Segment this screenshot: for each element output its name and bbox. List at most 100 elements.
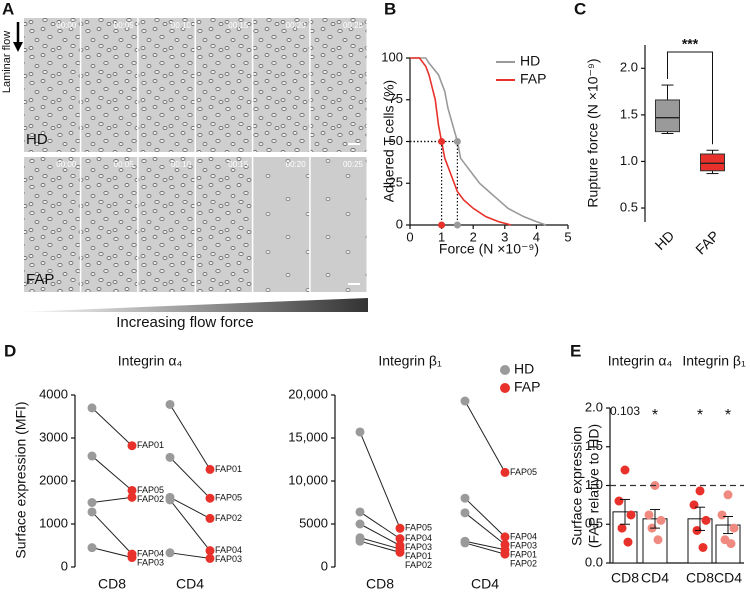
micrograph-tile (253, 18, 310, 152)
x-tick-label: 5 (564, 229, 571, 244)
axis-label: Surface expression (569, 426, 585, 546)
subplot-title: Integrin α₄ (118, 353, 183, 369)
timestamp: 00:00 (56, 21, 77, 30)
fap-point (500, 532, 510, 542)
y-tick-label: 1.5 (585, 438, 603, 453)
sample-label: FAP04 (215, 545, 242, 555)
pair-line (169, 404, 211, 470)
pair-line (464, 540, 506, 551)
median-point (453, 138, 461, 145)
micrograph-tile (24, 18, 80, 152)
median-point (438, 138, 446, 145)
sample-point (723, 490, 733, 500)
hd-point (165, 548, 175, 558)
sample-label: FAP05 (215, 493, 242, 503)
fap-point (205, 464, 215, 474)
hd-point (165, 452, 175, 462)
x-tick-label: 3 (501, 229, 508, 244)
y-tick-label: 0 (396, 216, 403, 231)
timestamp: 00:05 (114, 21, 135, 30)
sample-point (626, 510, 636, 520)
sample-label: FAP01 (137, 440, 164, 450)
flow-label: Laminar flow (1, 31, 13, 93)
hd-point (355, 536, 365, 546)
axis-label: Adhered T cells (%) (381, 80, 397, 202)
x-tick-label: 2 (470, 229, 477, 244)
y-tick-label: 4000 (39, 386, 68, 401)
x-tick-label: CD4 (714, 570, 742, 586)
row-label: HD (26, 131, 48, 148)
survival-curve (410, 57, 547, 226)
fap-point (127, 553, 137, 563)
sample-label: FAP03 (137, 557, 164, 567)
timestamp: 00:10 (171, 160, 192, 169)
sample-label: FAP03 (510, 540, 537, 550)
sample-label: FAP05 (510, 467, 537, 477)
fap-point (205, 513, 215, 523)
timestamp: 00:25 (343, 21, 364, 30)
y-tick-label: 5000 (299, 515, 328, 530)
y-tick-label: 0 (321, 558, 328, 573)
x-tick-label: CD8 (611, 570, 639, 586)
legend-label: HD (514, 361, 534, 377)
legend-label: FAP (514, 379, 540, 395)
y-tick-label: 1.0 (585, 477, 603, 492)
x-tick-label: CD8 (98, 576, 126, 592)
pair-line (359, 537, 401, 550)
axis-label: (FAP relative to HD) (586, 424, 602, 548)
pair-line (359, 523, 401, 546)
y-tick-label: 2000 (39, 472, 68, 487)
sample-label: FAP03 (405, 542, 432, 552)
x-tick-label: CD4 (641, 570, 669, 586)
y-tick-label: 1000 (39, 515, 68, 530)
pair-line (359, 431, 401, 529)
micrograph-tile (81, 157, 138, 292)
pair-line (91, 511, 133, 555)
panel-label: A (2, 0, 14, 18)
group-title: Integrin β₁ (682, 353, 746, 369)
sample-point (620, 465, 630, 475)
sample-point (617, 523, 627, 533)
pair-line (169, 499, 211, 551)
legend-swatch (500, 365, 510, 375)
y-tick-label: 1.0 (620, 153, 638, 168)
sample-label: FAP01 (405, 551, 432, 561)
y-tick-label: 3000 (39, 429, 68, 444)
pair-line (169, 496, 211, 519)
x-tick-label: 1 (438, 229, 445, 244)
significance-bracket (667, 51, 713, 145)
hd-point (460, 538, 470, 548)
y-tick-label: 75 (389, 91, 403, 106)
axis-label: Surface expression (MFI) (13, 401, 29, 558)
sample-point (695, 486, 705, 496)
sample-point (717, 510, 727, 520)
sample-point (656, 515, 666, 525)
pair-line (169, 457, 211, 499)
flow-gradient (18, 298, 368, 312)
fap-point (205, 546, 215, 556)
axis-label: Rupture force (N ×10⁻⁹) (585, 58, 601, 207)
fap-point (500, 549, 510, 559)
hd-point (87, 451, 97, 461)
fap-point (500, 467, 510, 477)
timestamp: 00:15 (228, 160, 249, 169)
hd-point (87, 507, 97, 517)
flow-arrow-head (13, 42, 23, 52)
y-tick-label: 25 (389, 175, 403, 190)
y-tick-label: 0.5 (585, 516, 603, 531)
micrograph-tile (310, 157, 367, 292)
timestamp: 00:25 (343, 160, 364, 169)
fap-point (127, 485, 137, 495)
pair-line (464, 400, 506, 473)
pair-line (91, 455, 133, 491)
sample-label: FAP02 (137, 494, 164, 504)
median-point (453, 221, 461, 229)
fap-point (395, 534, 405, 544)
legend-label: FAP (520, 71, 546, 87)
x-tick-label: CD8 (686, 570, 714, 586)
micrograph-tile (81, 18, 138, 152)
panel-label: B (384, 0, 396, 18)
y-tick-label: 100 (381, 49, 403, 64)
x-tick-label: CD4 (176, 576, 204, 592)
